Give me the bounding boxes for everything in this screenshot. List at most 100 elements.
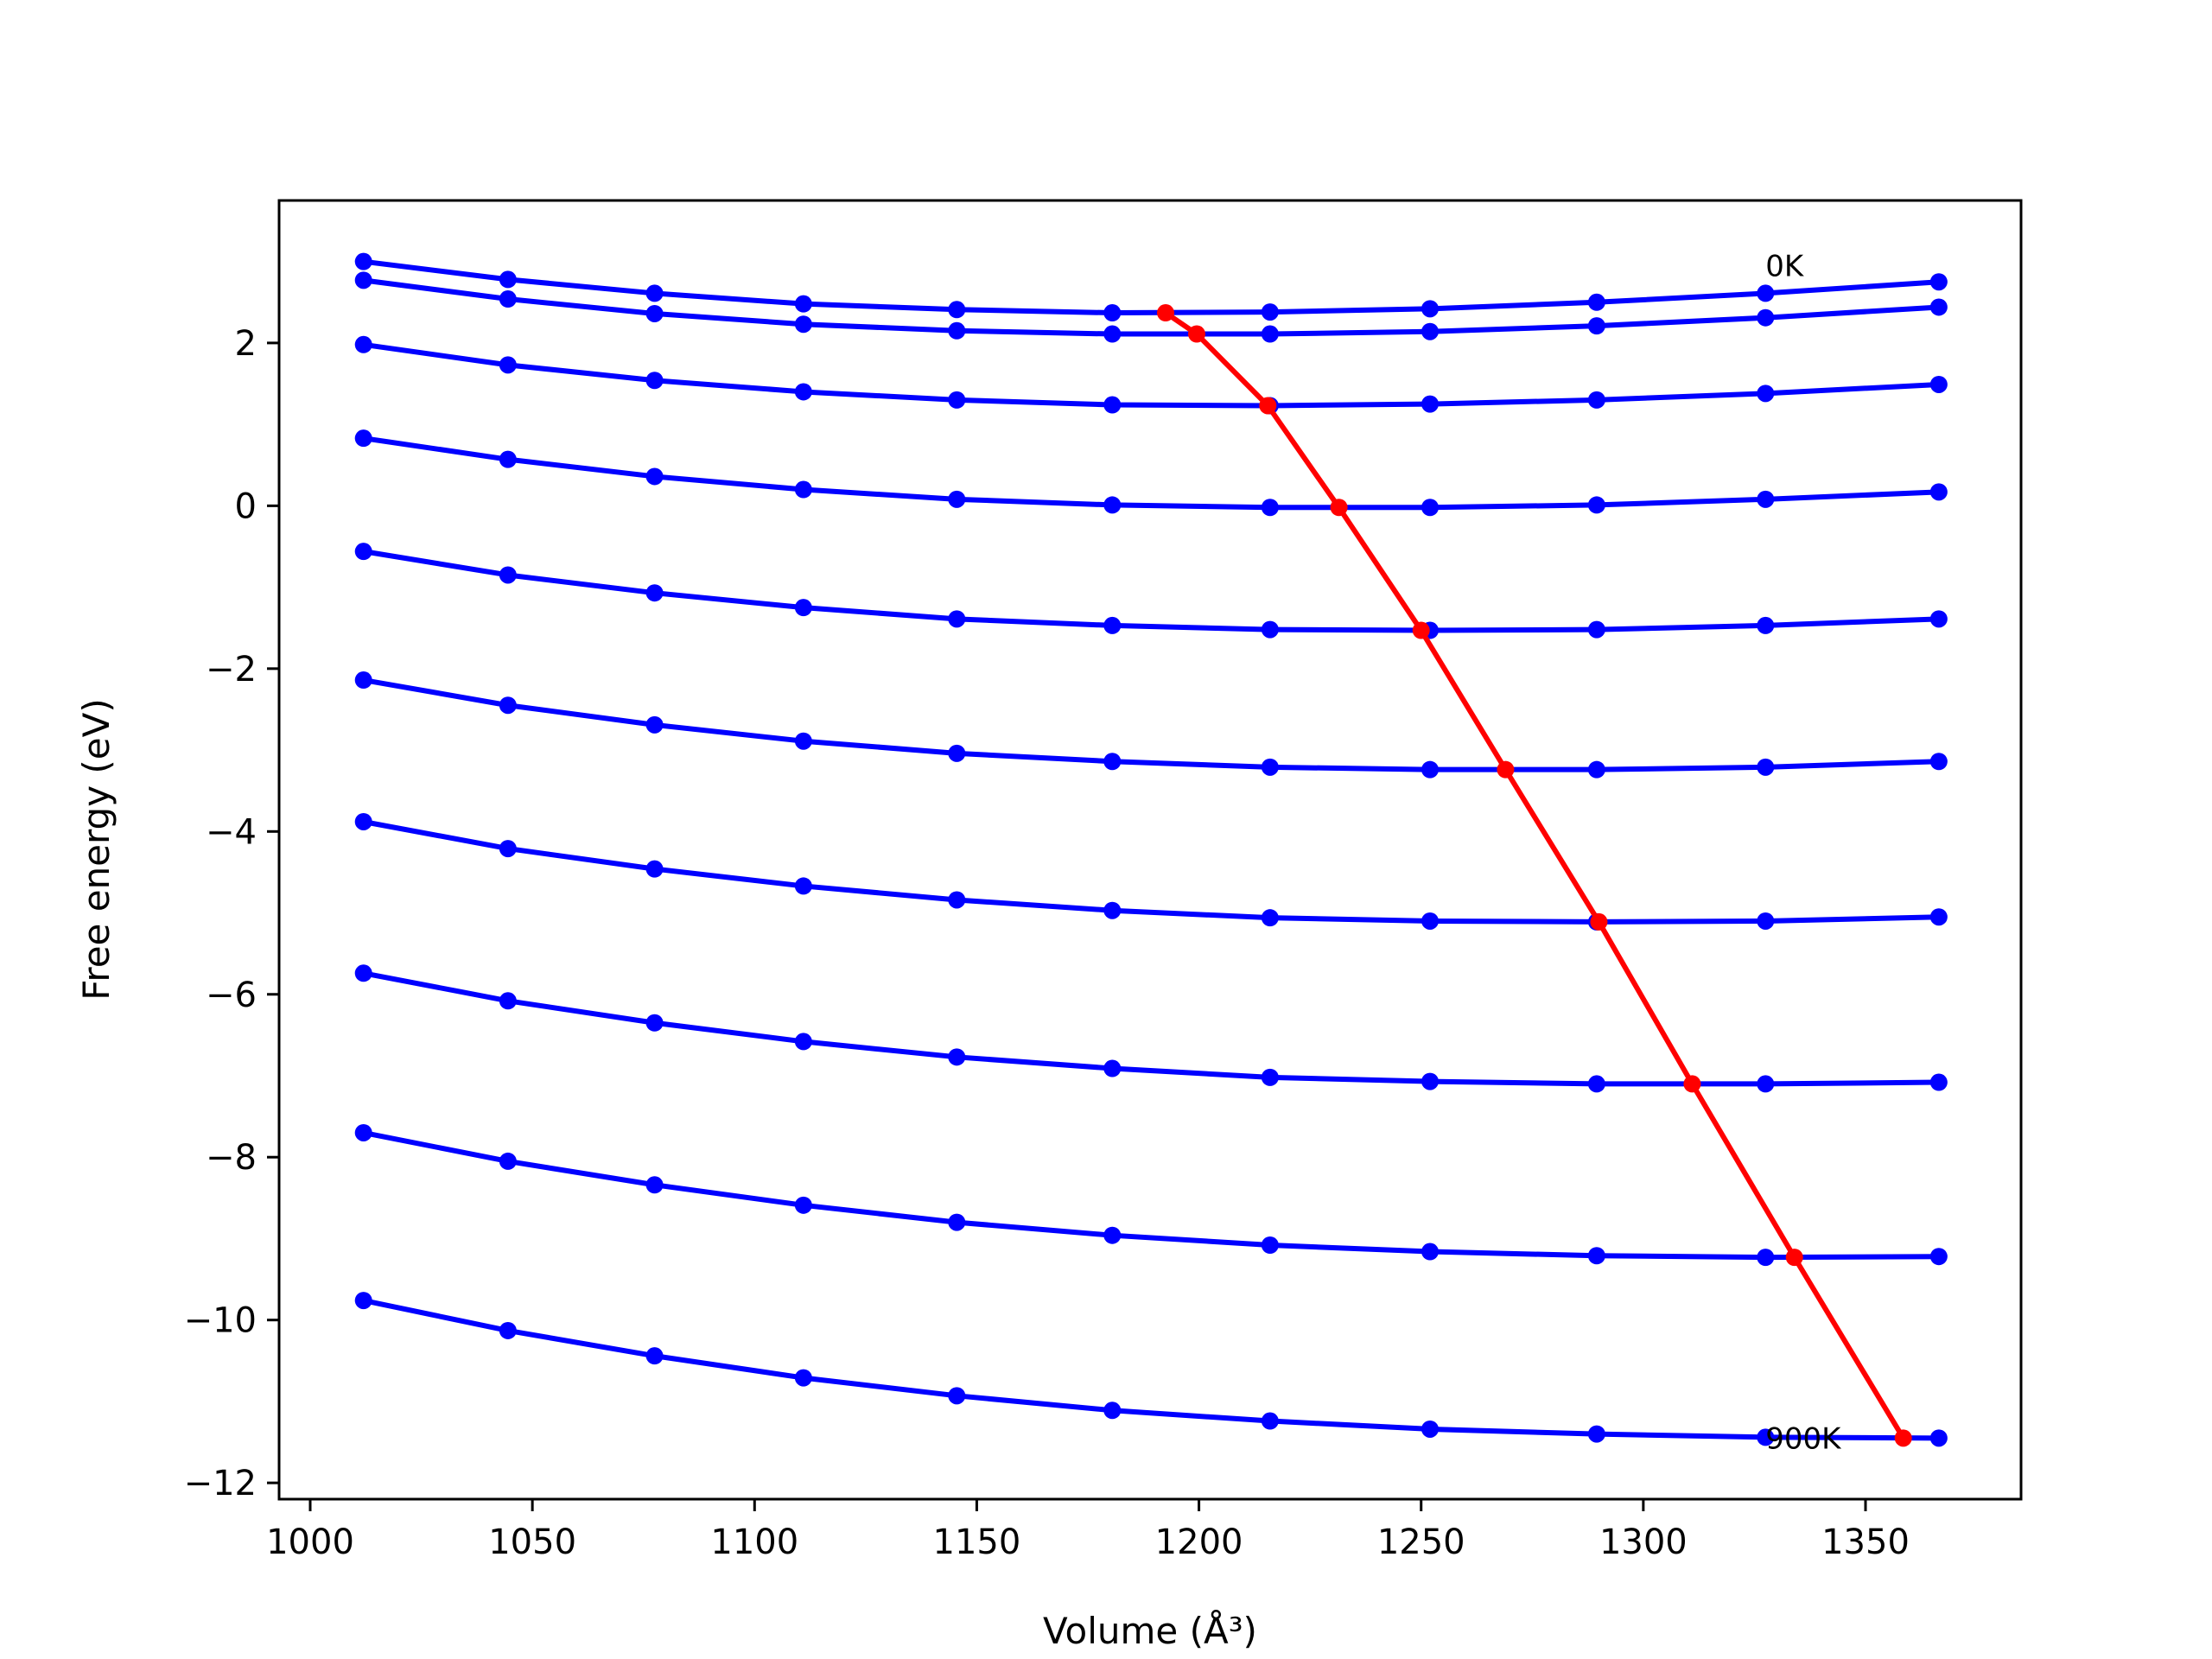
- isotherm-point: [1103, 1226, 1122, 1244]
- isotherm-point: [499, 450, 517, 468]
- y-tick-label: 2: [235, 324, 257, 364]
- y-tick-label: 0: [235, 486, 257, 526]
- isotherm-point: [645, 1176, 664, 1194]
- isotherm-point: [794, 1196, 812, 1214]
- isotherm-point: [948, 1387, 966, 1405]
- minimum-point: [1412, 621, 1430, 639]
- isotherm-point: [1587, 317, 1605, 335]
- isotherm-series-5: [354, 671, 1948, 779]
- x-tick-label: 1100: [710, 1522, 798, 1562]
- minimum-point: [1590, 912, 1608, 931]
- isotherm-point: [1421, 1072, 1439, 1090]
- isotherm-series-0: [354, 252, 1948, 322]
- isotherm-point: [1421, 322, 1439, 340]
- isotherm-point: [1261, 325, 1279, 343]
- isotherm-point: [1757, 1075, 1775, 1093]
- y-tick-label: −8: [206, 1138, 257, 1178]
- isotherm-point: [1757, 308, 1775, 327]
- x-ticks: 1000 1050 1100 1150 1200 1250 1300 1350: [266, 1499, 1910, 1562]
- isotherm-point: [1587, 760, 1605, 779]
- isotherm-point: [645, 1347, 664, 1365]
- y-axis-label: Free energy (eV): [75, 698, 118, 1001]
- isotherm-point: [354, 812, 372, 830]
- y-tick-label: −6: [206, 976, 257, 1015]
- minimum-point: [1497, 760, 1515, 779]
- isotherm-point: [1421, 1243, 1439, 1261]
- isotherm-point: [354, 429, 372, 448]
- isotherm-point: [354, 1292, 372, 1310]
- isotherm-point: [1929, 610, 1948, 628]
- isotherm-point: [1757, 490, 1775, 508]
- isotherm-point: [1261, 620, 1279, 639]
- isotherm-point: [1103, 1059, 1122, 1077]
- isotherm-point: [1421, 300, 1439, 318]
- isotherm-point: [1929, 273, 1948, 291]
- isotherm-point: [948, 391, 966, 409]
- isotherm-point: [1587, 1075, 1605, 1093]
- isotherm-point: [645, 304, 664, 322]
- isotherm-point: [794, 877, 812, 895]
- isotherm-point: [948, 744, 966, 762]
- isotherm-point: [794, 1369, 812, 1387]
- x-axis-label: Volume (Å³): [1043, 1609, 1257, 1652]
- isotherm-point: [794, 480, 812, 499]
- series-layer: [354, 252, 1948, 1447]
- isotherm-point: [1103, 753, 1122, 771]
- isotherm-point: [1587, 391, 1605, 409]
- y-ticks: 2 0 −2 −4 −6 −8 −10 −12: [184, 324, 279, 1503]
- minimum-point: [1330, 499, 1348, 517]
- x-tick-label: 1000: [266, 1522, 354, 1562]
- isotherm-point: [1757, 385, 1775, 403]
- x-tick-label: 1150: [933, 1522, 1021, 1562]
- isotherm-point: [794, 383, 812, 401]
- minimum-point: [1157, 304, 1174, 322]
- isotherm-point: [1757, 1249, 1775, 1267]
- isotherm-point: [1261, 1236, 1279, 1254]
- isotherm-point: [1103, 304, 1122, 322]
- isotherm-point: [1757, 616, 1775, 634]
- isotherm-point: [499, 290, 517, 308]
- isotherm-point: [794, 315, 812, 334]
- isotherm-point: [1587, 1247, 1605, 1265]
- isotherm-point: [1587, 620, 1605, 639]
- isotherm-point: [1421, 499, 1439, 517]
- isotherm-point: [645, 715, 664, 734]
- isotherm-point: [1421, 395, 1439, 413]
- isotherm-point: [794, 599, 812, 617]
- isotherm-point: [1929, 753, 1948, 771]
- isotherm-point: [354, 335, 372, 353]
- isotherm-point: [1261, 1412, 1279, 1430]
- isotherm-point: [1757, 912, 1775, 930]
- isotherm-point: [354, 671, 372, 690]
- isotherm-point: [1261, 758, 1279, 776]
- isotherm-series-9: [354, 1292, 1948, 1447]
- x-tick-label: 1350: [1821, 1522, 1910, 1562]
- minimum-point: [1259, 397, 1277, 415]
- isotherm-point: [1929, 375, 1948, 393]
- isotherm-point: [1929, 1248, 1948, 1266]
- isotherm-point: [499, 356, 517, 374]
- curve-annotation: 900K: [1765, 1421, 1842, 1456]
- isotherm-point: [1929, 1073, 1948, 1091]
- minimum-point: [1894, 1429, 1912, 1447]
- isotherm-point: [499, 566, 517, 584]
- isotherm-point: [645, 1014, 664, 1032]
- isotherm-point: [354, 1123, 372, 1141]
- isotherm-series-7: [354, 964, 1948, 1093]
- plot-frame: [277, 199, 2023, 1501]
- isotherm-series-4: [354, 543, 1948, 639]
- isotherm-point: [354, 543, 372, 561]
- plot-area: [279, 200, 2021, 1499]
- isotherm-point: [1587, 293, 1605, 311]
- isotherm-point: [1929, 483, 1948, 501]
- isotherm-series-1: [354, 271, 1948, 343]
- isotherm-point: [1421, 760, 1439, 779]
- annotation-layer: 0K 900K: [1765, 249, 1842, 1456]
- isotherm-point: [499, 696, 517, 715]
- isotherm-point: [1261, 909, 1279, 927]
- isotherm-point: [1103, 616, 1122, 634]
- isotherm-point: [794, 732, 812, 750]
- isotherm-point: [1421, 912, 1439, 930]
- isotherm-point: [948, 610, 966, 628]
- isotherm-point: [499, 992, 517, 1010]
